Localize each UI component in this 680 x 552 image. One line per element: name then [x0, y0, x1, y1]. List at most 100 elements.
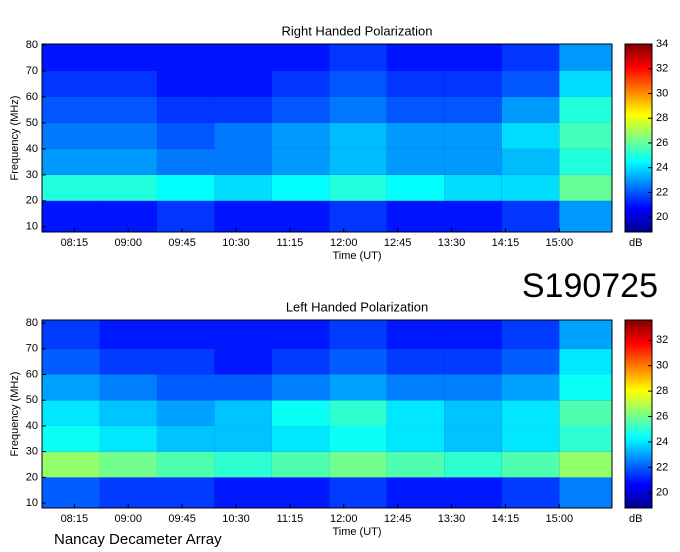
- heat-cell: [214, 451, 272, 478]
- heat-cell: [559, 451, 612, 478]
- heat-cell: [99, 451, 157, 478]
- heat-cell: [386, 71, 445, 97]
- heat-cell: [271, 451, 330, 478]
- chart-title: Left Handed Polarization: [286, 299, 428, 314]
- heat-cell: [501, 148, 560, 175]
- heat-cell: [99, 425, 157, 452]
- heat-cell: [559, 200, 612, 232]
- y-tick-label: 20: [26, 471, 38, 483]
- colorbar-tick-label: 26: [656, 410, 668, 422]
- heat-cell: [156, 425, 215, 452]
- heat-cell: [329, 400, 387, 426]
- colorbar: [624, 319, 653, 509]
- heat-cell: [444, 122, 502, 149]
- y-tick-label: 20: [26, 195, 38, 207]
- x-tick-label: 10:30: [222, 513, 250, 525]
- colorbar-tick-label: 32: [656, 334, 668, 346]
- heat-cell: [156, 174, 215, 201]
- heat-cell: [559, 320, 612, 349]
- heat-cell: [42, 374, 100, 401]
- colorbar-tick-label: 20: [656, 487, 668, 499]
- heat-cell: [42, 400, 100, 426]
- heat-cell: [271, 348, 330, 375]
- heat-cell: [42, 174, 100, 201]
- colorbar-tick-label: 34: [656, 38, 668, 50]
- heat-cell: [329, 174, 387, 201]
- x-tick-label: 14:15: [492, 237, 520, 249]
- heat-cell: [42, 348, 100, 375]
- y-tick-label: 30: [26, 446, 38, 458]
- colorbar-tick-label: 24: [656, 162, 668, 174]
- heat-cell: [501, 71, 560, 97]
- plot-frame: [41, 319, 613, 509]
- y-axis-label: Frequency (MHz): [9, 96, 21, 181]
- x-tick-label: 08:15: [61, 513, 89, 525]
- heat-cell: [329, 320, 387, 349]
- heat-cell: [214, 71, 272, 97]
- heat-cell: [501, 122, 560, 149]
- y-tick-label: 30: [26, 169, 38, 181]
- y-tick-label: 70: [26, 343, 38, 355]
- heat-cell: [214, 374, 272, 401]
- heat-cell: [42, 148, 100, 175]
- x-axis-label: Time (UT): [332, 250, 381, 262]
- y-tick-label: 60: [26, 91, 38, 103]
- heat-cell: [99, 44, 157, 72]
- heat-cell: [559, 44, 612, 72]
- heat-cell: [271, 148, 330, 175]
- heat-cell: [99, 148, 157, 175]
- heat-cell: [99, 71, 157, 97]
- x-tick-label: 14:15: [492, 513, 520, 525]
- colorbar-tick-label: 22: [656, 461, 668, 473]
- heat-cell: [444, 348, 502, 375]
- heat-cell: [386, 400, 445, 426]
- heat-cell: [329, 200, 387, 232]
- heat-cell: [444, 44, 502, 72]
- heat-cell: [559, 425, 612, 452]
- heat-cell: [559, 148, 612, 175]
- heat-cell: [214, 148, 272, 175]
- footer: Nancay Decameter Array: [54, 531, 222, 548]
- heat-cell: [156, 96, 215, 123]
- heat-cell: [156, 400, 215, 426]
- y-tick-label: 50: [26, 394, 38, 406]
- heat-cell: [386, 122, 445, 149]
- y-tick-label: 80: [26, 39, 38, 51]
- heat-cell: [99, 200, 157, 232]
- x-tick-label: 13:30: [438, 513, 466, 525]
- plot-frame: [41, 43, 613, 233]
- heat-cell: [444, 96, 502, 123]
- heat-cell: [156, 148, 215, 175]
- heat-cell: [99, 320, 157, 349]
- heat-cell: [214, 425, 272, 452]
- heat-cell: [42, 451, 100, 478]
- colorbar-label: dB: [629, 513, 642, 525]
- heat-cell: [214, 96, 272, 123]
- heat-cell: [501, 451, 560, 478]
- heat-cell: [271, 122, 330, 149]
- heat-cell: [444, 477, 502, 508]
- heat-cell: [501, 477, 560, 508]
- colorbar: [624, 43, 653, 233]
- y-tick-label: 10: [26, 221, 38, 233]
- colorbar-label: dB: [629, 237, 642, 249]
- heat-cell: [42, 122, 100, 149]
- heat-cell: [501, 174, 560, 201]
- x-tick-label: 12:00: [330, 237, 358, 249]
- heat-cell: [271, 96, 330, 123]
- heat-cell: [444, 148, 502, 175]
- heat-cell: [501, 320, 560, 349]
- heat-cell: [386, 200, 445, 232]
- heat-cell: [329, 96, 387, 123]
- heat-cell: [214, 320, 272, 349]
- x-tick-label: 11:15: [277, 237, 304, 249]
- y-tick-label: 50: [26, 117, 38, 129]
- y-tick-label: 60: [26, 368, 38, 380]
- heat-cell: [444, 320, 502, 349]
- heat-cell: [271, 174, 330, 201]
- session-title: S190725: [522, 267, 658, 305]
- heat-cell: [99, 174, 157, 201]
- colorbar-tick-label: 24: [656, 436, 668, 448]
- heat-cell: [444, 400, 502, 426]
- heat-cell: [99, 477, 157, 508]
